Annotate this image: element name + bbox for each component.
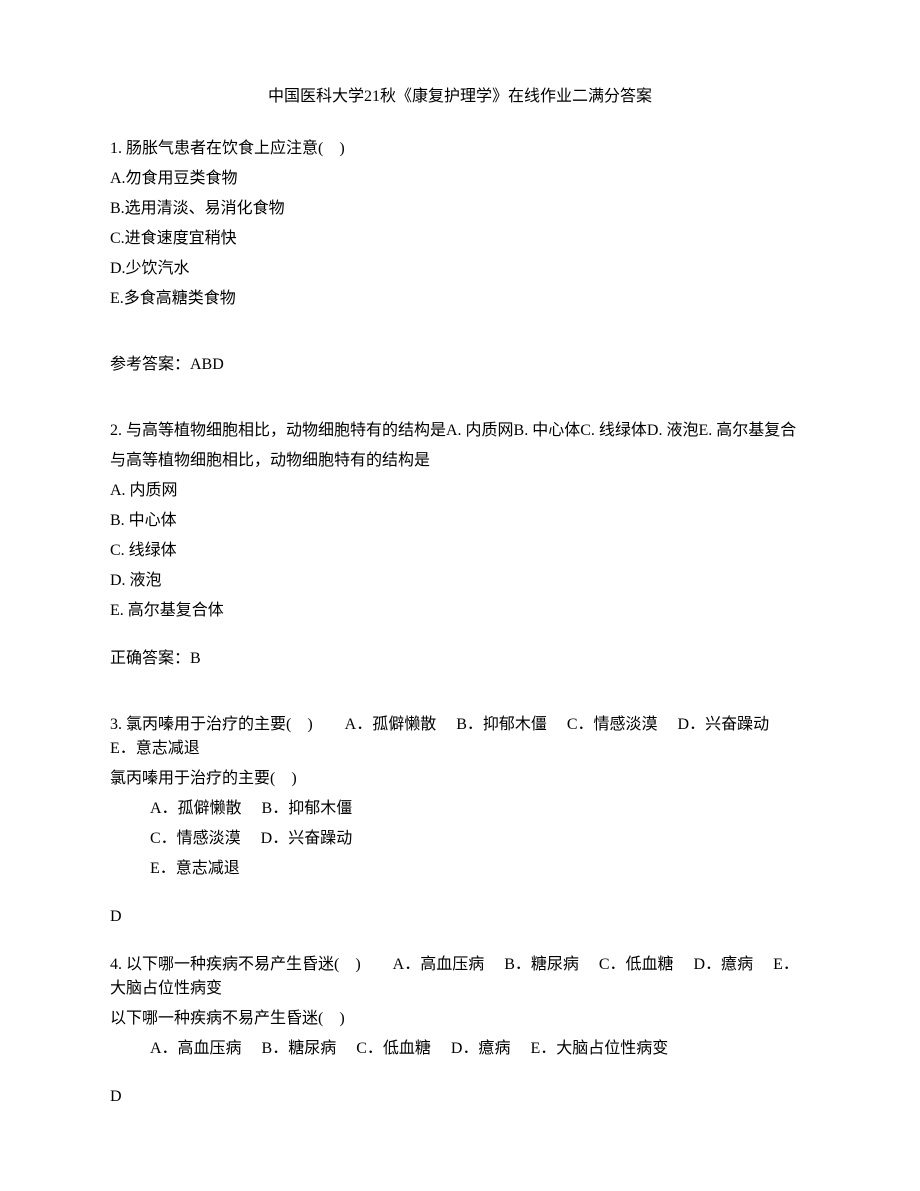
q1-answer: 参考答案：ABD	[110, 353, 810, 377]
q2-stem2: 与高等植物细胞相比，动物细胞特有的结构是	[110, 449, 810, 473]
spacer	[110, 887, 810, 905]
spacer	[110, 935, 810, 953]
q3-opts-line1: A．孤僻懒散 B．抑郁木僵	[110, 797, 810, 821]
q2-opt-c: C. 线绿体	[110, 539, 810, 563]
q1-opt-d: D.少饮汽水	[110, 257, 810, 281]
spacer	[110, 383, 810, 419]
q1-opt-a: A.勿食用豆类食物	[110, 167, 810, 191]
q2-answer: 正确答案：B	[110, 647, 810, 671]
q4-answer: D	[110, 1085, 810, 1109]
q2-opt-a: A. 内质网	[110, 479, 810, 503]
spacer	[110, 317, 810, 353]
spacer	[110, 1067, 810, 1085]
q4-stem2: 以下哪一种疾病不易产生昏迷( )	[110, 1007, 810, 1031]
page: 中国医科大学21秋《康复护理学》在线作业二满分答案 1. 肠胀气患者在饮食上应注…	[0, 0, 920, 1191]
q2-opt-b: B. 中心体	[110, 509, 810, 533]
q2-opt-e: E. 高尔基复合体	[110, 599, 810, 623]
q3-stem2: 氯丙嗪用于治疗的主要( )	[110, 767, 810, 791]
q1-stem: 1. 肠胀气患者在饮食上应注意( )	[110, 137, 810, 161]
q3-answer: D	[110, 905, 810, 929]
q1-opt-e: E.多食高糖类食物	[110, 287, 810, 311]
q3-stem1: 3. 氯丙嗪用于治疗的主要( ) A．孤僻懒散 B．抑郁木僵 C．情感淡漠 D．…	[110, 713, 810, 761]
q4-opts: A．高血压病 B．糖尿病 C．低血糖 D．癔病 E．大脑占位性病变	[110, 1037, 810, 1061]
spacer	[110, 629, 810, 647]
q2-opt-d: D. 液泡	[110, 569, 810, 593]
q4-stem1: 4. 以下哪一种疾病不易产生昏迷( ) A．高血压病 B．糖尿病 C．低血糖 D…	[110, 953, 810, 1001]
q2-stem1: 2. 与高等植物细胞相比，动物细胞特有的结构是A. 内质网B. 中心体C. 线绿…	[110, 419, 810, 443]
q1-opt-b: B.选用清淡、易消化食物	[110, 197, 810, 221]
q1-opt-c: C.进食速度宜稍快	[110, 227, 810, 251]
q3-opts-line2: C．情感淡漠 D．兴奋躁动	[110, 827, 810, 851]
page-title: 中国医科大学21秋《康复护理学》在线作业二满分答案	[110, 85, 810, 109]
spacer	[110, 677, 810, 713]
q3-opts-line3: E．意志减退	[110, 857, 810, 881]
